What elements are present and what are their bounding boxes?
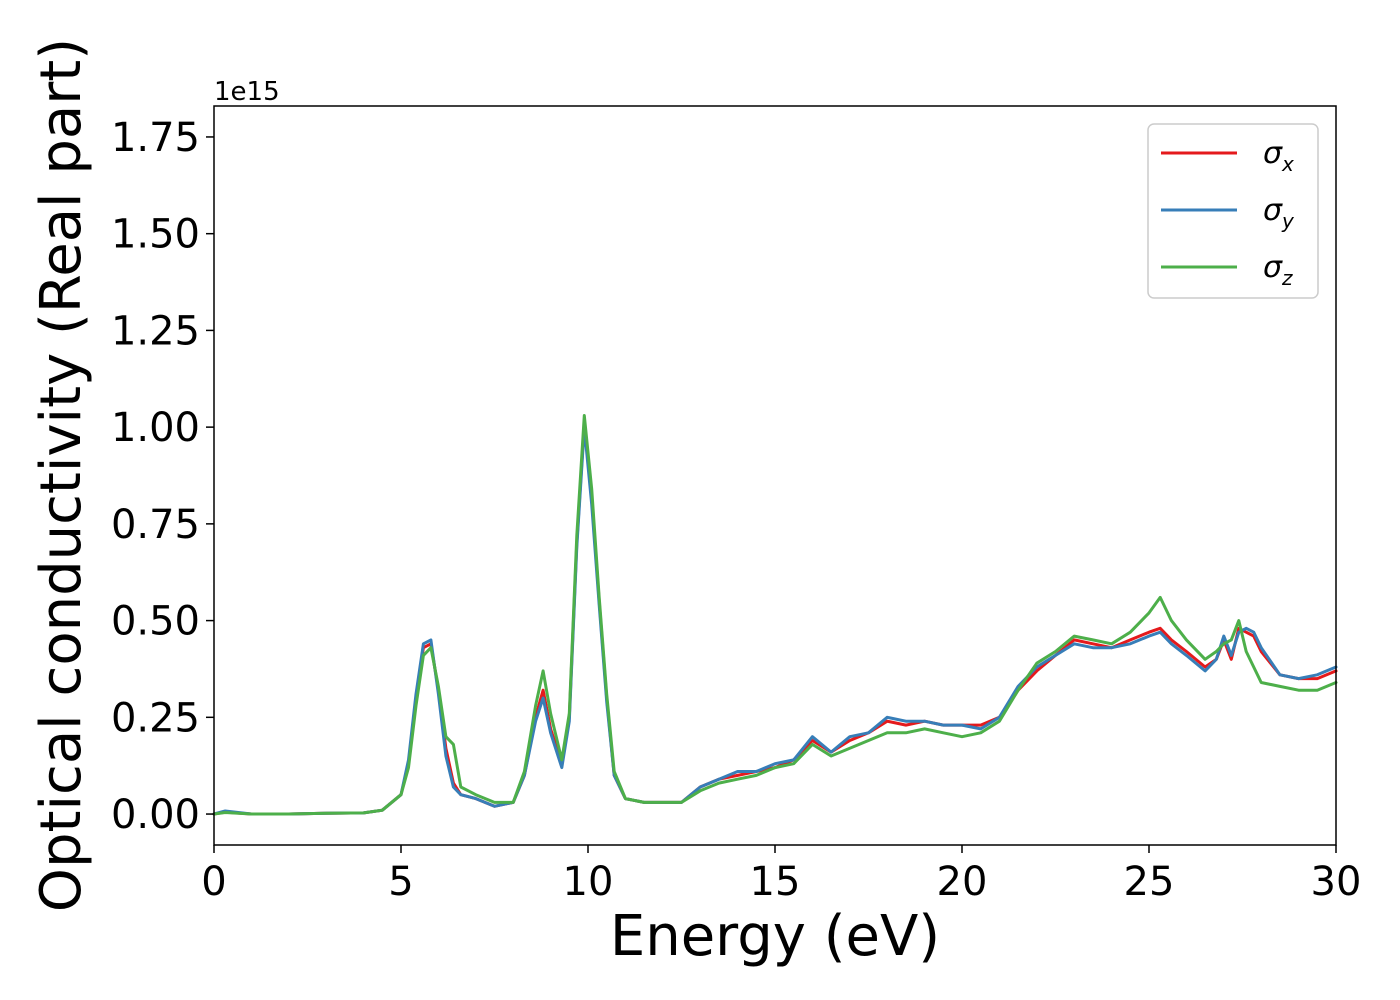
- series-line-x: [212, 421, 1338, 816]
- y-tick-label: 1.25: [111, 308, 200, 354]
- x-axis-title: Energy (eV): [610, 904, 940, 969]
- series-line-z: [212, 414, 1338, 816]
- y-tick-label: 1.00: [111, 405, 200, 451]
- y-tick-label: 1.50: [111, 212, 200, 258]
- x-tick-label: 30: [1311, 859, 1362, 905]
- x-tick-label: 20: [937, 859, 988, 905]
- x-tick-label: 15: [750, 859, 801, 905]
- y-tick-label: 0.25: [111, 695, 200, 741]
- y-tick-label: 0.50: [111, 599, 200, 645]
- y-tick-label: 0.00: [111, 792, 200, 838]
- series-line-y: [212, 425, 1338, 816]
- x-tick-label: 5: [388, 859, 413, 905]
- y-axis-title: Optical conductivity (Real part): [29, 38, 94, 912]
- x-tick-label: 10: [563, 859, 614, 905]
- x-axis-ticks: 0 5 10 15 20 25 30: [201, 845, 1361, 905]
- y-tick-label: 0.75: [111, 502, 200, 548]
- y-tick-label: 1.75: [111, 115, 200, 161]
- legend-label-y: σy: [1263, 193, 1295, 233]
- legend-label-x: σx: [1263, 136, 1294, 176]
- x-tick-label: 0: [201, 859, 226, 905]
- series-group: [212, 414, 1338, 816]
- y-offset-text: 1e15: [214, 77, 280, 107]
- x-tick-label: 25: [1124, 859, 1175, 905]
- y-axis-ticks: 0.00 0.25 0.50 0.75 1.00 1.25 1.50 1.75: [111, 115, 214, 838]
